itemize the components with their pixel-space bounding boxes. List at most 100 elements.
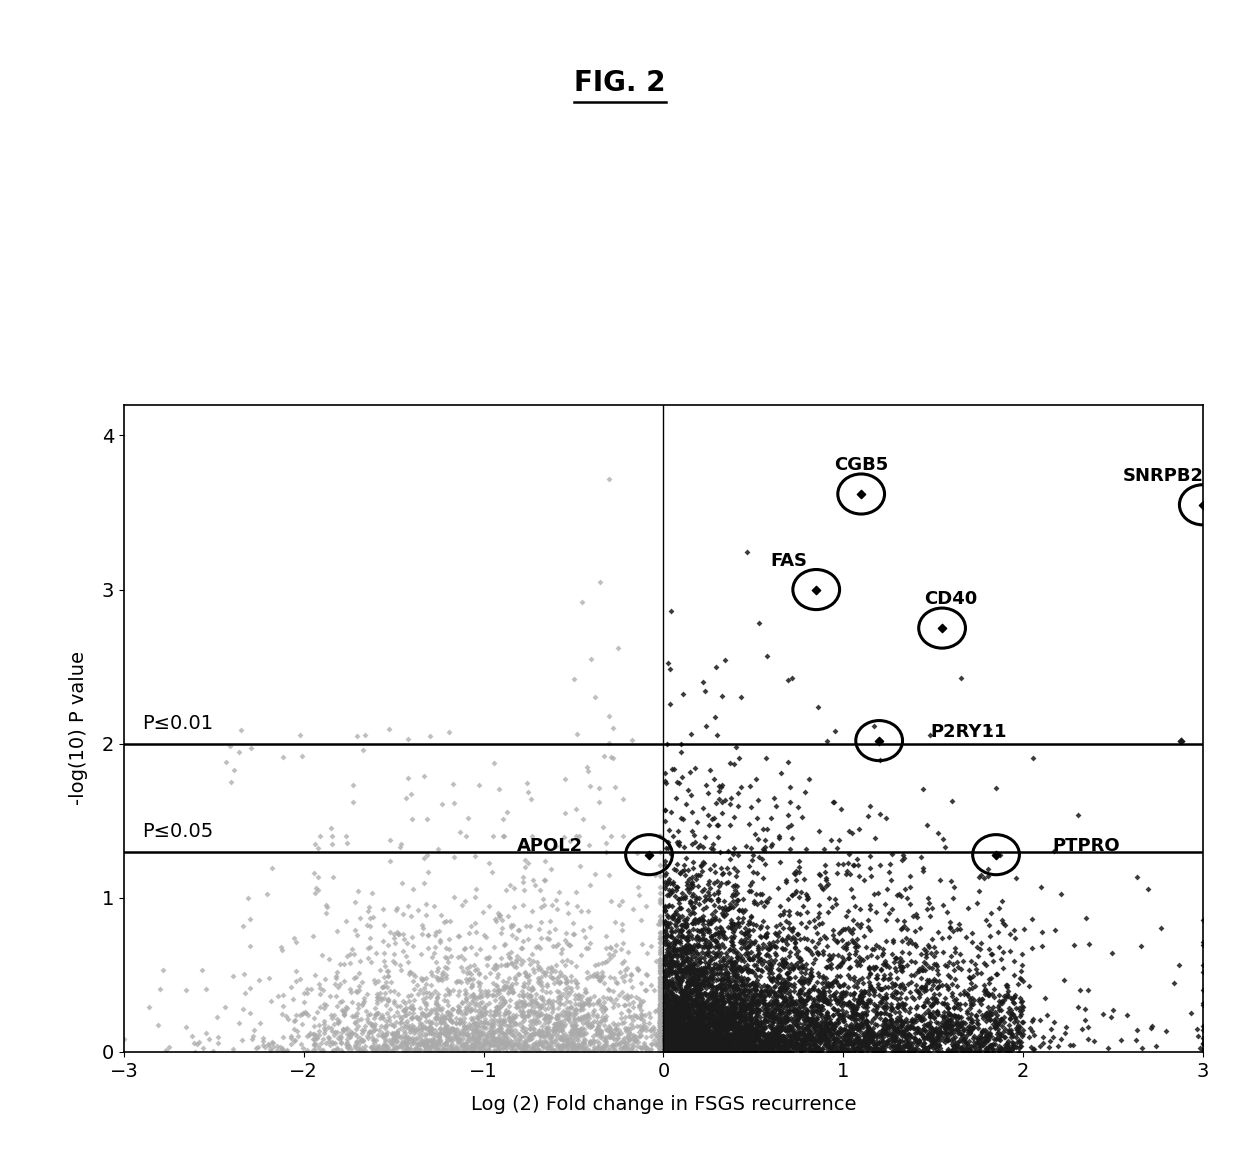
Point [796,839,816,858]
Point [728,985,748,1003]
Point [703,992,723,1010]
Point [650,975,670,993]
Point [713,1016,733,1035]
Point [773,1003,792,1022]
Point [661,1007,681,1025]
Point [619,1022,639,1040]
Point [681,1035,701,1053]
Point [707,1022,727,1040]
Point [662,1038,682,1057]
Point [588,968,608,986]
Point [314,1012,334,1030]
Point [449,1030,469,1048]
Point [748,1028,768,1046]
Point [838,966,858,985]
Point [259,969,279,987]
Point [373,988,393,1007]
Point [668,1009,688,1028]
Point [920,907,940,926]
Point [444,1039,464,1058]
Point [729,1029,749,1047]
Point [534,851,554,869]
Point [994,1013,1014,1031]
Point [439,1009,459,1028]
Point [1001,1009,1021,1028]
Point [657,976,677,994]
Point [779,1020,799,1038]
Point [706,999,725,1017]
Point [578,1016,598,1035]
Point [781,1032,801,1051]
Point [528,959,548,978]
Point [699,1010,719,1029]
Point [831,990,851,1008]
Point [446,1014,466,1032]
Point [991,845,1011,864]
Point [1006,1007,1025,1025]
Point [763,1008,782,1027]
Point [787,1010,807,1029]
Point [640,1021,660,1039]
Point [750,1030,770,1048]
Point [751,981,771,1000]
Point [500,1022,520,1040]
Point [391,1018,410,1037]
Point [920,894,940,912]
Point [546,1036,565,1054]
Point [536,1032,556,1051]
Point [707,998,727,1016]
Point [665,1035,684,1053]
Point [677,990,697,1008]
Point [305,1040,325,1059]
Point [650,983,670,1001]
Point [732,1005,751,1023]
Point [671,743,691,762]
Point [424,1009,444,1028]
Point [336,827,356,845]
Point [712,995,732,1014]
Point [671,1018,691,1037]
Point [852,1003,872,1022]
Point [725,1022,745,1040]
Point [471,1018,491,1037]
Point [327,1023,347,1042]
Point [667,1032,687,1051]
Point [580,1033,600,1052]
Point [861,977,880,995]
Point [906,963,926,981]
Point [510,1038,529,1057]
Point [564,1028,584,1046]
Point [792,973,812,992]
Point [454,1042,474,1060]
Point [892,919,911,938]
Point [706,1012,725,1030]
Point [681,975,701,993]
Point [1147,1037,1167,1055]
Point [693,920,713,939]
Point [521,1027,541,1045]
Point [924,1009,944,1028]
Point [689,980,709,999]
Point [828,1031,848,1050]
Point [697,1042,717,1060]
Point [677,959,697,978]
Point [677,1040,697,1059]
Point [343,792,363,810]
Point [877,1035,897,1053]
Point [694,1007,714,1025]
Point [632,1020,652,1038]
Point [990,899,1009,918]
Point [568,1030,588,1048]
Point [671,956,691,975]
Point [766,969,786,987]
Point [492,988,512,1007]
Point [849,971,869,990]
Point [768,995,787,1014]
Point [662,922,682,941]
Point [650,1001,670,1020]
Point [1009,999,1029,1017]
Point [704,949,724,968]
Point [1002,1025,1022,1044]
Point [371,990,391,1008]
Point [746,1018,766,1037]
